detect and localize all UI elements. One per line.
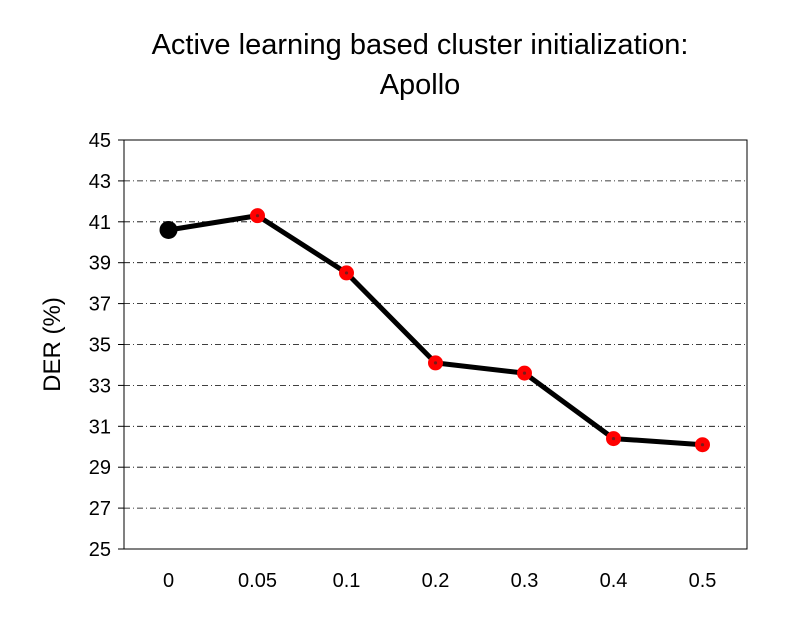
x-tick-label: 0.5 xyxy=(689,570,717,592)
x-tick-label: 0.1 xyxy=(333,570,361,592)
data-point-center xyxy=(433,361,438,365)
series-line xyxy=(166,213,705,448)
data-point-center xyxy=(344,271,349,275)
x-tick-label: 0.3 xyxy=(511,570,539,592)
x-tick-label: 0.4 xyxy=(600,570,628,592)
y-tick-label: 29 xyxy=(89,457,111,479)
y-tick-label: 33 xyxy=(89,375,111,397)
data-point-center xyxy=(255,214,260,218)
y-tick-label: 35 xyxy=(89,335,111,357)
y-axis-ticks: 25 27 29 31 33 35 37 39 41 43 45 xyxy=(89,130,124,561)
x-tick-label: 0.05 xyxy=(238,570,277,592)
y-tick-label: 31 xyxy=(89,416,111,438)
y-tick-label: 41 xyxy=(89,212,111,234)
y-tick-label: 27 xyxy=(89,498,111,520)
chart-title-line-1: Active learning based cluster initializa… xyxy=(151,29,689,61)
x-tick-label: 0.2 xyxy=(422,570,450,592)
data-point-center xyxy=(700,443,705,447)
data-point-center xyxy=(522,371,527,375)
x-tick-label: 0 xyxy=(163,570,174,592)
y-tick-label: 25 xyxy=(89,539,111,561)
chart-title-line-2: Apollo xyxy=(379,69,461,101)
y-tick-label: 45 xyxy=(89,130,111,152)
y-tick-label: 37 xyxy=(89,294,111,316)
data-point-center xyxy=(611,436,616,441)
x-axis-ticks: 0 0.05 0.1 0.2 0.3 0.4 0.5 xyxy=(163,570,716,592)
grid-lines xyxy=(124,180,747,509)
y-tick-label: 43 xyxy=(89,171,111,193)
data-series xyxy=(159,208,710,453)
data-point xyxy=(159,220,178,239)
y-axis-title: DER (%) xyxy=(39,297,66,392)
y-tick-label: 39 xyxy=(89,253,111,275)
